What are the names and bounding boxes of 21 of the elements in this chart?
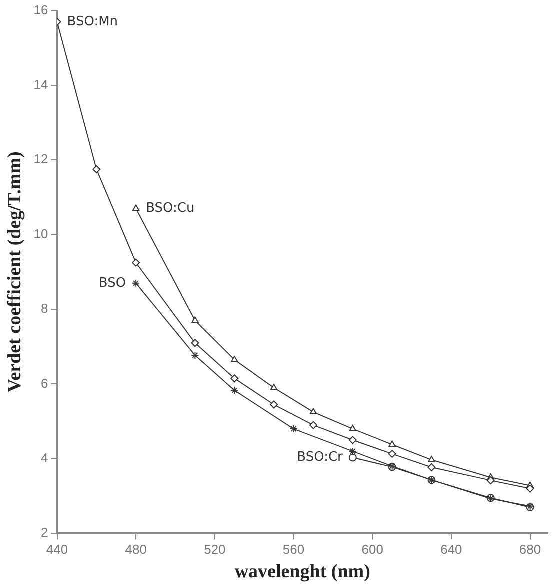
x-tick-label: 480 [125, 542, 147, 557]
y-tick-label: 2 [41, 525, 48, 540]
series-label: BSO:Cu [146, 201, 195, 216]
series-label: BSO:Cr [297, 450, 344, 466]
series-label: BSO [98, 276, 126, 291]
x-tick-label: 600 [362, 542, 384, 557]
y-tick-label: 4 [41, 450, 48, 466]
y-tick-label: 8 [41, 301, 48, 316]
y-tick-label: 6 [41, 376, 48, 391]
x-tick-label: 640 [440, 542, 462, 557]
x-tick-label: 560 [282, 542, 305, 557]
x-tick-label: 680 [519, 542, 542, 557]
series-label: BSO:Mn [67, 14, 118, 30]
x-axis-title: wavelenght (nm) [234, 562, 370, 583]
x-tick-label: 520 [204, 542, 226, 557]
y-axis-title: Verdet coefficient (deg/T.mm) [4, 152, 26, 393]
y-tick-label: 10 [34, 226, 48, 242]
x-tick-label: 440 [46, 542, 68, 557]
y-tick-label: 12 [34, 152, 48, 167]
y-tick-label: 14 [34, 77, 48, 92]
y-tick-label: 16 [34, 2, 48, 18]
